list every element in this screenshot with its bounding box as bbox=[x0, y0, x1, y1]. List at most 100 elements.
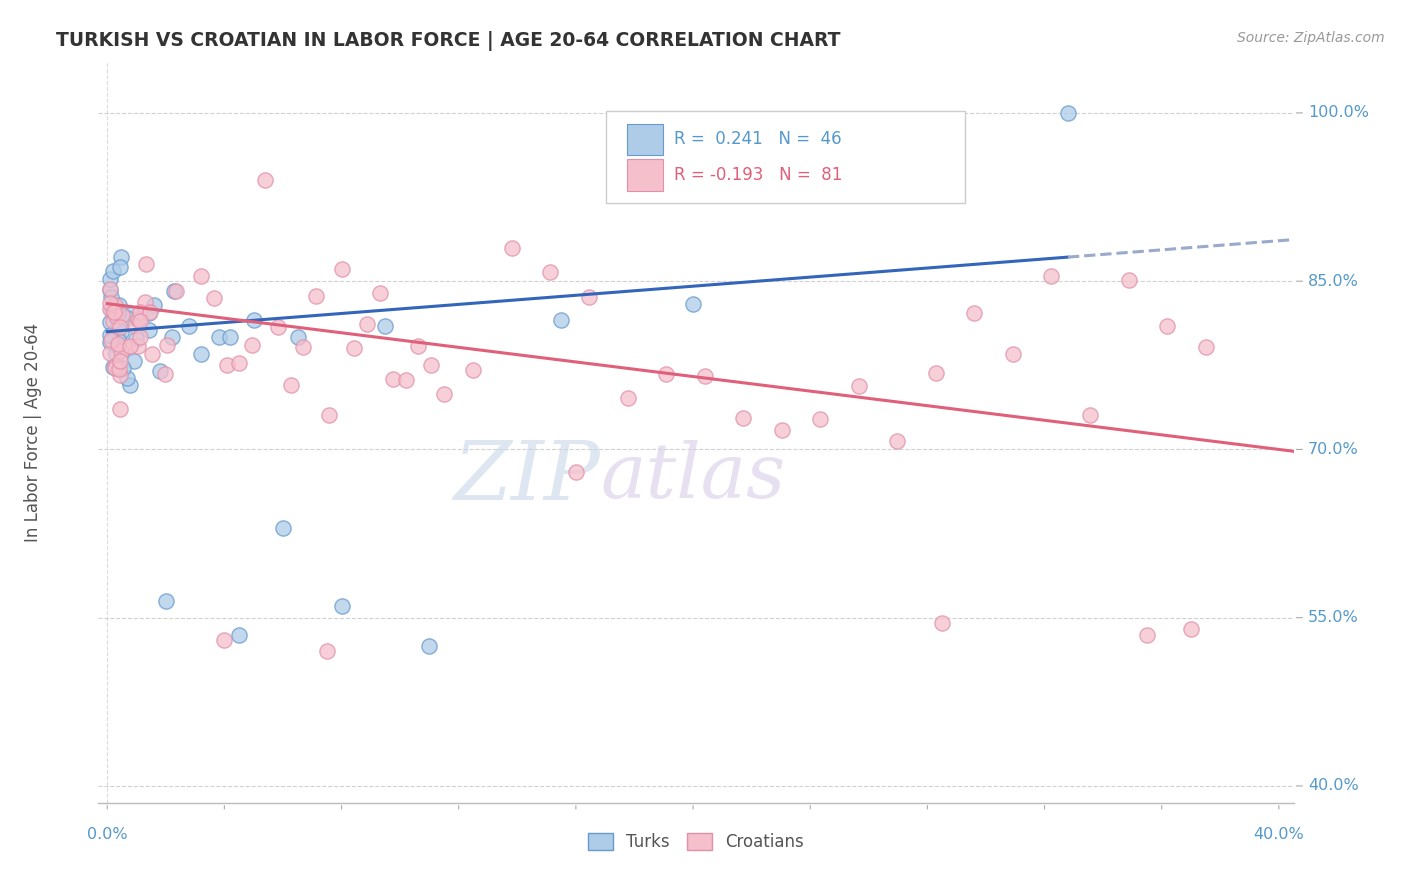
Point bbox=[110, 368, 132, 382]
Point bbox=[122, 354, 145, 368]
Point bbox=[163, 284, 186, 298]
Point bbox=[139, 305, 162, 319]
Point bbox=[111, 309, 134, 323]
Point bbox=[202, 292, 225, 306]
Point bbox=[118, 377, 141, 392]
Text: atlas: atlas bbox=[600, 440, 786, 514]
Point bbox=[127, 312, 149, 326]
Point bbox=[1001, 347, 1024, 361]
Point bbox=[655, 367, 678, 381]
Point bbox=[107, 306, 129, 320]
Point bbox=[408, 339, 430, 353]
Point bbox=[104, 298, 127, 312]
Point bbox=[343, 341, 366, 355]
Point bbox=[240, 338, 263, 352]
Point bbox=[138, 323, 160, 337]
Text: 55.0%: 55.0% bbox=[1308, 610, 1358, 625]
Point bbox=[1195, 340, 1218, 354]
Point bbox=[115, 310, 138, 325]
Point bbox=[121, 307, 143, 321]
Text: R = -0.193   N =  81: R = -0.193 N = 81 bbox=[675, 166, 842, 184]
Point bbox=[1057, 106, 1080, 120]
Point bbox=[101, 359, 124, 374]
Point bbox=[110, 325, 132, 339]
Point bbox=[103, 361, 125, 376]
Text: In Labor Force | Age 20-64: In Labor Force | Age 20-64 bbox=[24, 323, 42, 542]
Point bbox=[100, 290, 122, 304]
Text: 0.0%: 0.0% bbox=[87, 828, 128, 842]
Point bbox=[215, 358, 238, 372]
Point bbox=[115, 371, 138, 385]
Point bbox=[1078, 408, 1101, 422]
Text: 40.0%: 40.0% bbox=[1308, 779, 1358, 794]
Point bbox=[550, 313, 572, 327]
Point bbox=[318, 408, 340, 422]
Point bbox=[98, 328, 121, 343]
Point bbox=[153, 368, 176, 382]
Point bbox=[107, 318, 129, 333]
Point bbox=[108, 334, 131, 349]
Point bbox=[98, 346, 121, 360]
Point bbox=[374, 319, 396, 334]
Point bbox=[368, 285, 391, 300]
Point bbox=[228, 356, 250, 370]
FancyBboxPatch shape bbox=[627, 160, 662, 191]
Point bbox=[104, 309, 127, 323]
Point bbox=[963, 306, 986, 320]
Point bbox=[100, 333, 122, 347]
Point bbox=[1156, 318, 1178, 333]
Point bbox=[501, 240, 523, 254]
Point bbox=[105, 325, 128, 339]
Text: R =  0.241   N =  46: R = 0.241 N = 46 bbox=[675, 130, 842, 148]
Point bbox=[110, 260, 132, 274]
Point bbox=[98, 272, 121, 286]
Point bbox=[253, 173, 276, 187]
Point bbox=[682, 296, 704, 310]
Point bbox=[125, 332, 148, 346]
Point bbox=[179, 319, 201, 334]
Point bbox=[190, 269, 212, 284]
Point bbox=[242, 313, 264, 327]
Point bbox=[104, 306, 127, 320]
Point bbox=[418, 639, 440, 653]
Point bbox=[143, 297, 166, 311]
FancyBboxPatch shape bbox=[606, 111, 965, 203]
Point bbox=[138, 306, 160, 320]
Point bbox=[155, 594, 177, 608]
Point bbox=[280, 378, 302, 392]
Point bbox=[925, 366, 948, 380]
Point bbox=[1136, 627, 1159, 641]
Legend: Turks, Croatians: Turks, Croatians bbox=[582, 826, 810, 857]
Point bbox=[565, 465, 588, 479]
Point bbox=[128, 305, 150, 319]
Point bbox=[165, 284, 187, 298]
Point bbox=[98, 334, 121, 349]
Point bbox=[124, 319, 146, 334]
Point bbox=[98, 315, 121, 329]
Point bbox=[110, 354, 132, 368]
Text: 70.0%: 70.0% bbox=[1308, 442, 1358, 457]
Point bbox=[292, 340, 315, 354]
Point bbox=[128, 314, 150, 328]
Point bbox=[135, 257, 157, 271]
Point bbox=[808, 412, 831, 426]
Point bbox=[98, 284, 121, 298]
Point bbox=[330, 599, 353, 614]
Text: TURKISH VS CROATIAN IN LABOR FORCE | AGE 20-64 CORRELATION CHART: TURKISH VS CROATIAN IN LABOR FORCE | AGE… bbox=[56, 31, 841, 51]
Point bbox=[108, 401, 131, 416]
Point bbox=[228, 627, 250, 641]
Point bbox=[886, 434, 908, 449]
Point bbox=[160, 330, 183, 344]
Point bbox=[219, 330, 242, 344]
Point bbox=[1180, 622, 1202, 636]
Point bbox=[271, 521, 294, 535]
Point bbox=[101, 264, 124, 278]
Point bbox=[110, 343, 132, 358]
Point bbox=[931, 616, 953, 631]
Point bbox=[108, 320, 131, 334]
Point bbox=[538, 265, 561, 279]
Point bbox=[101, 302, 124, 317]
FancyBboxPatch shape bbox=[627, 124, 662, 155]
Point bbox=[395, 373, 418, 387]
Point bbox=[693, 369, 716, 384]
